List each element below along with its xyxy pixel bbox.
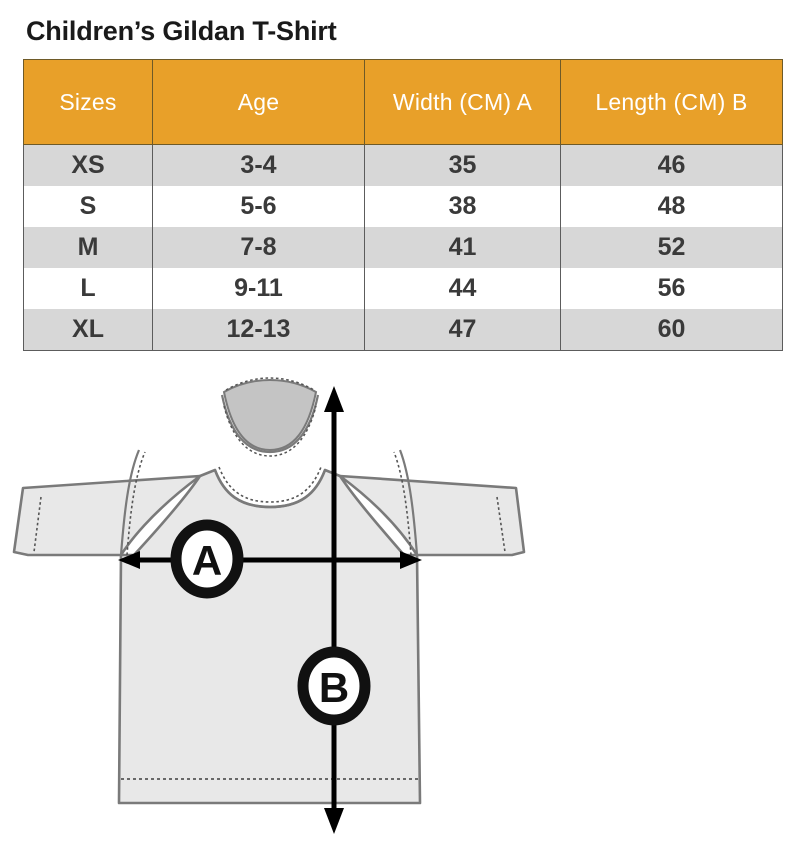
column-header-width: Width (CM) A bbox=[364, 59, 561, 145]
left-armhole-stitch bbox=[126, 451, 146, 556]
column-header-age: Age bbox=[152, 59, 365, 145]
table-row: XL 12-13 47 60 bbox=[23, 309, 783, 351]
cell-age: 12-13 bbox=[152, 309, 365, 351]
measurement-badge-b: B bbox=[297, 646, 371, 726]
right-armhole-seam-line bbox=[398, 449, 419, 556]
cell-width: 44 bbox=[364, 268, 561, 309]
cell-width: 41 bbox=[364, 227, 561, 268]
page-title: Children’s Gildan T-Shirt bbox=[26, 16, 337, 46]
neck-inner-opening bbox=[222, 378, 318, 452]
cell-size: L bbox=[23, 268, 153, 309]
size-chart-table: Sizes Age Width (CM) A Length (CM) B XS … bbox=[23, 59, 783, 351]
table-header: Sizes Age Width (CM) A Length (CM) B bbox=[23, 59, 783, 145]
cell-size: XS bbox=[23, 144, 153, 186]
cell-length: 56 bbox=[560, 268, 783, 309]
cell-size: XL bbox=[23, 309, 153, 351]
column-header-sizes: Sizes bbox=[23, 59, 153, 145]
table-header-row: Sizes Age Width (CM) A Length (CM) B bbox=[23, 59, 783, 145]
cell-length: 48 bbox=[560, 186, 783, 227]
table-row: S 5-6 38 48 bbox=[23, 186, 783, 227]
cell-size: M bbox=[23, 227, 153, 268]
table-row: M 7-8 41 52 bbox=[23, 227, 783, 268]
measurement-badge-a: A bbox=[170, 519, 244, 599]
shirt-body-shape bbox=[117, 468, 422, 805]
table-row: L 9-11 44 56 bbox=[23, 268, 783, 309]
cell-size: S bbox=[23, 186, 153, 227]
badge-b-label: B bbox=[319, 664, 349, 711]
cell-age: 7-8 bbox=[152, 227, 365, 268]
cell-width: 38 bbox=[364, 186, 561, 227]
left-sleeve-shape bbox=[12, 474, 202, 557]
tshirt-measurement-diagram: A B bbox=[0, 366, 800, 857]
cell-length: 60 bbox=[560, 309, 783, 351]
collar-outer-edge bbox=[213, 469, 327, 509]
collar-inner-edge bbox=[220, 394, 320, 454]
left-sleeve-hem-stitch bbox=[33, 496, 42, 553]
cell-width: 47 bbox=[364, 309, 561, 351]
right-armhole-stitch bbox=[393, 451, 412, 556]
cell-age: 9-11 bbox=[152, 268, 365, 309]
right-sleeve-shape bbox=[338, 474, 526, 557]
collar-stitch-mid bbox=[223, 405, 317, 457]
cell-width: 35 bbox=[364, 144, 561, 186]
left-armhole-seam-line bbox=[119, 449, 141, 556]
length-measure-arrow-b bbox=[324, 386, 344, 834]
table-body: XS 3-4 35 46 S 5-6 38 48 M 7-8 41 52 L 9… bbox=[23, 144, 783, 351]
column-header-length: Length (CM) B bbox=[560, 59, 783, 145]
cell-age: 3-4 bbox=[152, 144, 365, 186]
cell-age: 5-6 bbox=[152, 186, 365, 227]
cell-length: 52 bbox=[560, 227, 783, 268]
collar-stitch-top bbox=[225, 377, 315, 391]
table-row: XS 3-4 35 46 bbox=[23, 144, 783, 186]
right-sleeve-hem-stitch bbox=[496, 496, 506, 553]
cell-length: 46 bbox=[560, 144, 783, 186]
badge-a-label: A bbox=[192, 537, 222, 584]
